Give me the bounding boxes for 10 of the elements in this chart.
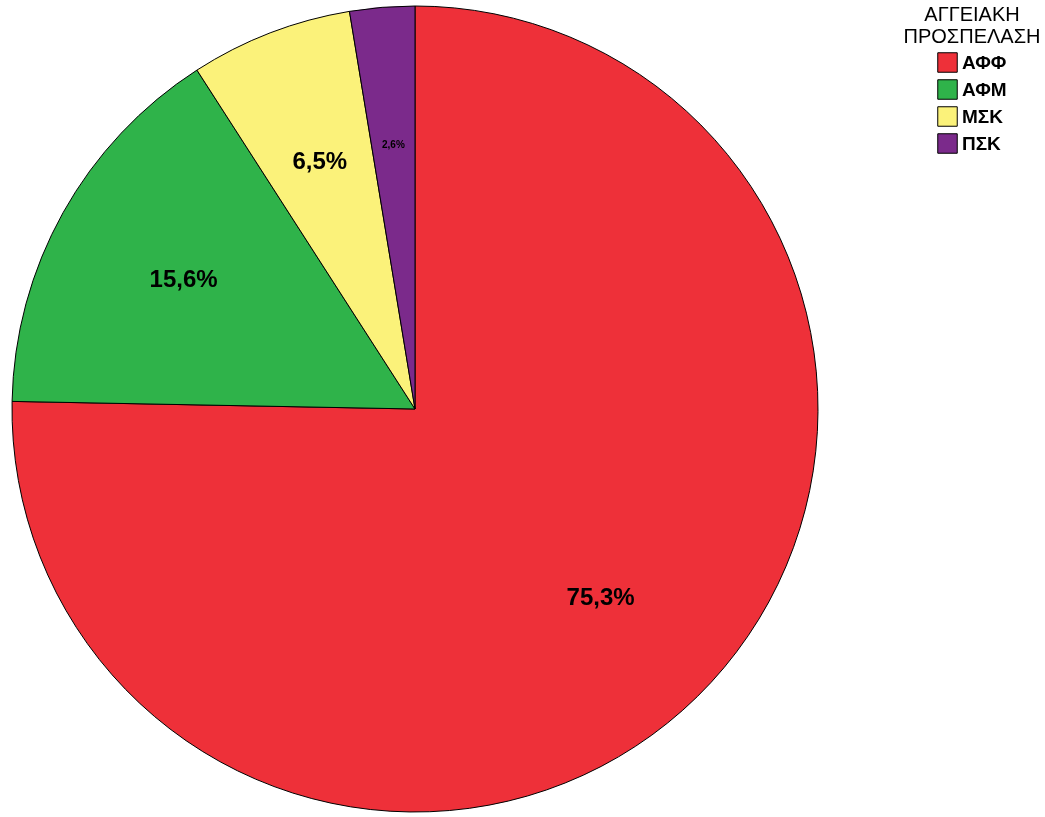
- legend-label: ΑΦΜ: [962, 78, 1007, 100]
- legend-label: ΜΣΚ: [962, 105, 1004, 127]
- data-label: 15,6%: [149, 264, 218, 292]
- legend-label: ΠΣΚ: [962, 132, 1002, 154]
- data-label: 75,3%: [566, 583, 635, 611]
- pie-slice: [11, 5, 819, 812]
- legend-title: ΑΓΓΕΙΑΚΗ ΠΡΟΣΠΕΛΑΣΗ: [903, 3, 1041, 47]
- legend-label: ΑΦΦ: [962, 51, 1007, 73]
- data-label: 6,5%: [292, 146, 348, 174]
- data-label: 2,6%: [381, 138, 405, 150]
